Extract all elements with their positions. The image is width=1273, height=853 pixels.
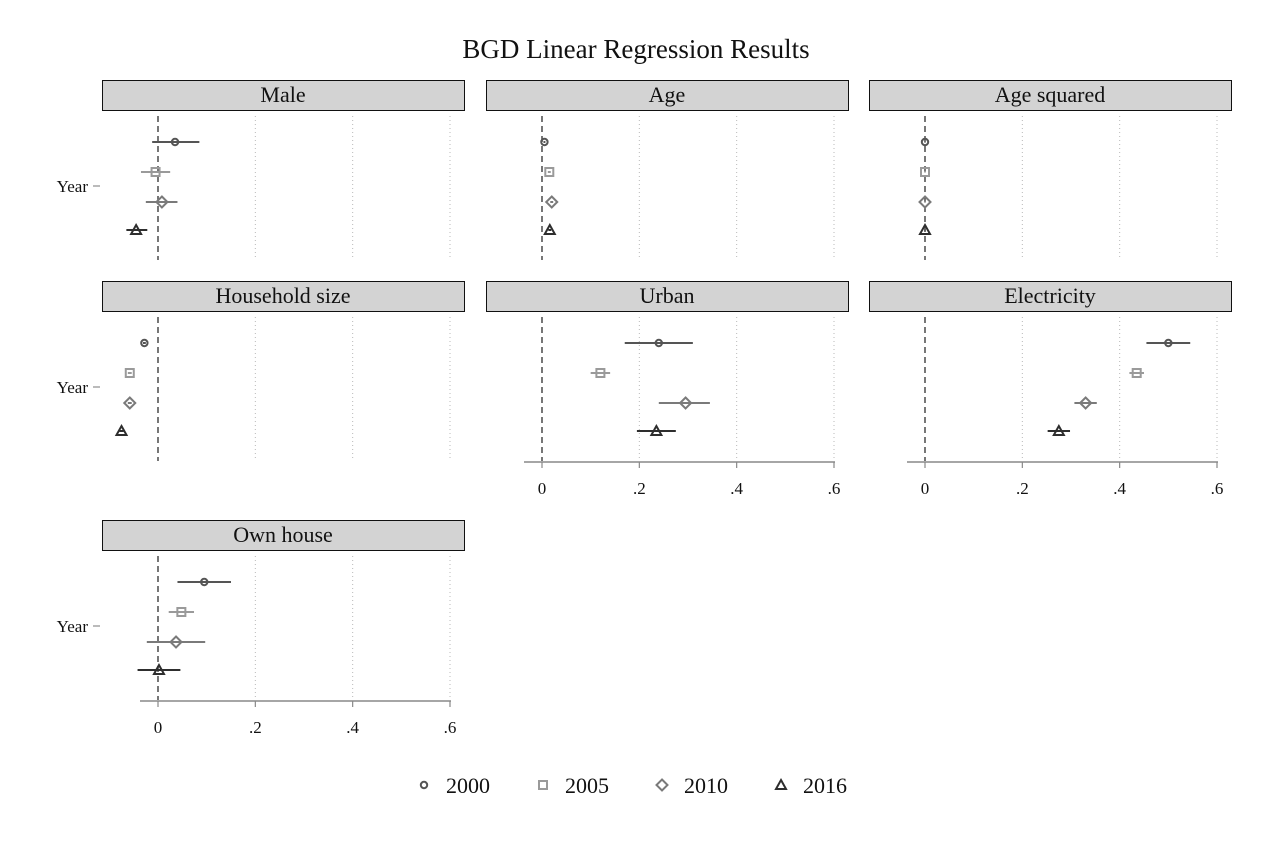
point-2016	[918, 222, 932, 235]
point-2000	[170, 137, 180, 147]
point-2016	[152, 662, 166, 675]
point-2005	[1131, 368, 1142, 378]
x-tick-label: .6	[1211, 479, 1224, 498]
legend-marker	[655, 778, 669, 792]
x-tick-label: .2	[249, 718, 262, 737]
y-tick-label: Year	[57, 378, 89, 397]
point-2005	[920, 167, 930, 177]
point-2005	[544, 167, 555, 177]
point-2000	[540, 137, 549, 147]
point-2010	[918, 195, 932, 209]
panel-household-size: Household size Year	[57, 281, 465, 461]
panel-title: Urban	[640, 283, 695, 308]
panel-title: Male	[260, 82, 305, 107]
x-tick-label: 0	[538, 479, 547, 498]
x-tick-label: 0	[154, 718, 163, 737]
x-tick-label: 0	[921, 479, 930, 498]
x-tick-label: .2	[1016, 479, 1029, 498]
legend-item-2010: 2010	[655, 773, 728, 798]
panel-title: Age squared	[995, 82, 1106, 107]
y-tick-label: Year	[57, 177, 89, 196]
x-tick-label: .6	[828, 479, 841, 498]
point-2000	[654, 338, 663, 348]
x-tick-label: .4	[730, 479, 743, 498]
point-2010	[154, 195, 169, 209]
panel-male: Male Year	[57, 80, 465, 260]
legend: 2000 2005 2010 2016	[419, 773, 847, 798]
panel-header	[486, 80, 849, 111]
x-tick-label: .4	[346, 718, 359, 737]
legend-label: 2000	[446, 773, 490, 798]
panel-title: Household size	[215, 283, 350, 308]
panel-header	[102, 520, 465, 551]
legend-label: 2005	[565, 773, 609, 798]
point-2016	[543, 222, 557, 235]
y-tick-label: Year	[57, 617, 89, 636]
panel-header	[869, 80, 1232, 111]
legend-item-2000: 2000	[419, 773, 490, 798]
point-2016	[129, 222, 143, 235]
panels-layer: Male Year Age Age squared Household size Year…	[57, 80, 1232, 737]
panel-title: Age	[649, 82, 686, 107]
panel-title: Own house	[233, 522, 333, 547]
point-2010	[544, 195, 559, 209]
panel-age-squared: Age squared	[869, 80, 1232, 260]
legend-label: 2010	[684, 773, 728, 798]
legend-marker	[538, 780, 548, 790]
point-2005	[124, 368, 135, 378]
point-2016	[649, 423, 664, 436]
panel-header	[102, 281, 465, 312]
panel-urban: Urban 0 .2 .4 .6	[486, 281, 849, 498]
point-2000	[920, 137, 930, 147]
point-2010	[1078, 396, 1093, 410]
point-2000	[140, 338, 149, 348]
chart-title: BGD Linear Regression Results	[462, 34, 809, 64]
x-tick-label: .2	[633, 479, 646, 498]
x-tick-label: .6	[444, 718, 457, 737]
panel-header	[486, 281, 849, 312]
point-2010	[122, 396, 137, 410]
legend-item-2005: 2005	[538, 773, 609, 798]
legend-marker	[774, 777, 788, 790]
point-2010	[678, 396, 693, 410]
point-2000	[1164, 338, 1173, 348]
legend-label: 2016	[803, 773, 847, 798]
legend-marker	[419, 780, 429, 790]
point-2016	[114, 423, 129, 436]
panel-header	[102, 80, 465, 111]
panel-age: Age	[486, 80, 849, 260]
point-2005	[595, 368, 606, 378]
point-2005	[150, 167, 161, 177]
point-2016	[1052, 423, 1066, 436]
point-2005	[176, 607, 187, 617]
x-tick-label: .4	[1113, 479, 1126, 498]
panel-header	[869, 281, 1232, 312]
point-2000	[200, 577, 209, 587]
panel-electricity: Electricity 0 .2 .4 .6	[869, 281, 1232, 498]
panel-own-house: Own house Year 0 .2 .4 .6	[57, 520, 465, 737]
legend-item-2016: 2016	[774, 773, 847, 798]
point-2010	[169, 635, 183, 649]
panel-title: Electricity	[1004, 283, 1096, 308]
